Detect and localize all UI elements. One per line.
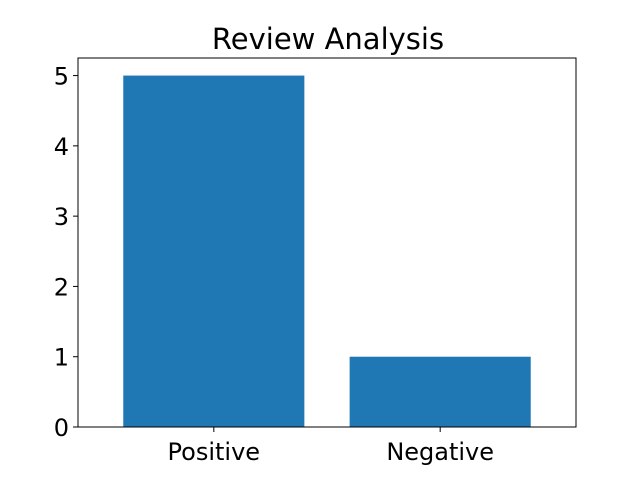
y-tick-label: 0 — [54, 414, 69, 442]
x-tick-label-positive: Positive — [168, 438, 261, 466]
x-axis: Positive Negative — [168, 427, 494, 466]
x-tick-label-negative: Negative — [386, 438, 494, 466]
y-tick-label: 1 — [54, 344, 69, 372]
y-tick-label: 3 — [54, 203, 69, 231]
chart-title: Review Analysis — [212, 22, 444, 56]
y-axis: 0 1 2 3 4 5 — [54, 63, 78, 442]
plot-frame — [77, 57, 577, 428]
bars-group — [123, 75, 531, 428]
y-tick-label: 4 — [54, 133, 69, 161]
bar-positive — [123, 75, 305, 428]
bar-negative — [349, 356, 531, 427]
y-tick-label: 2 — [54, 273, 69, 301]
y-tick-label: 5 — [54, 63, 69, 91]
